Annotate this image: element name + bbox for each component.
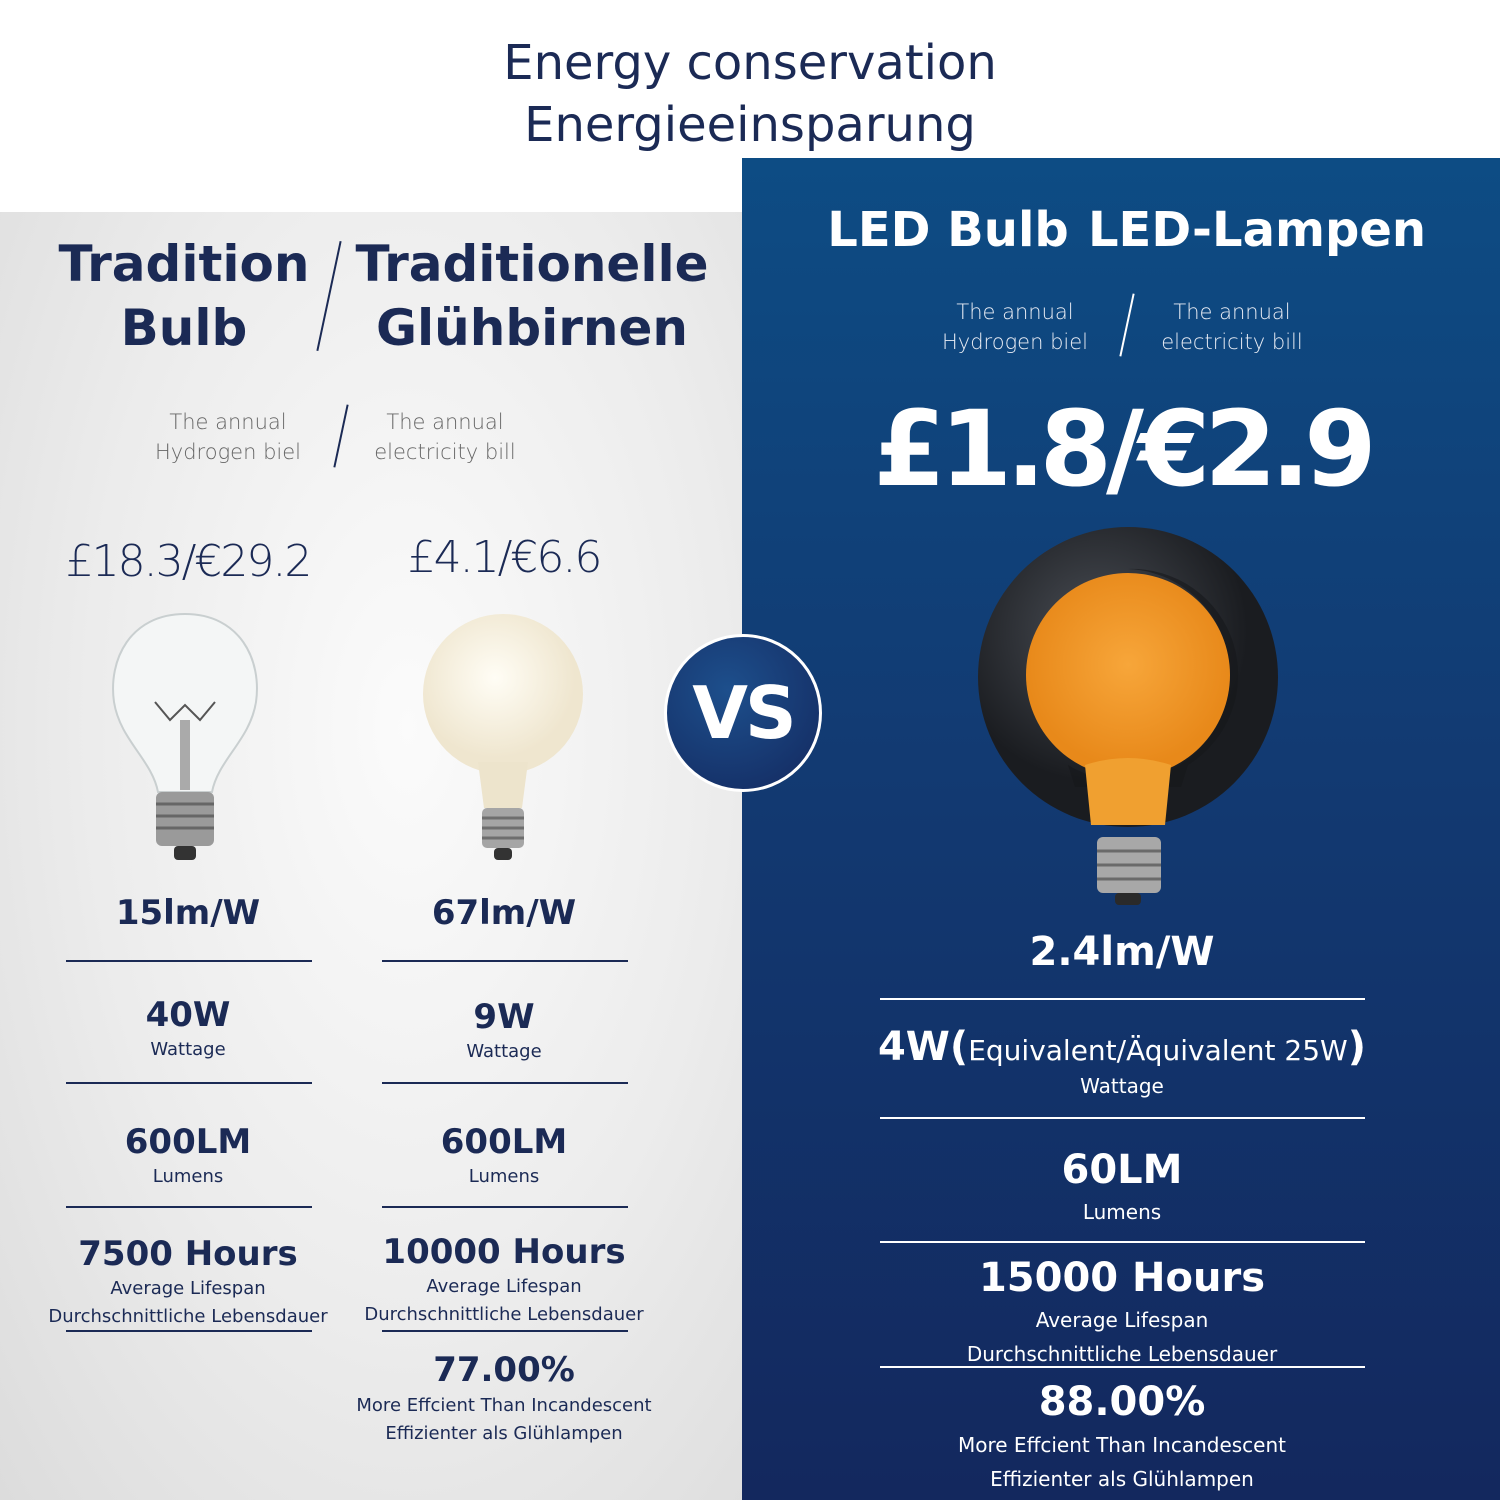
divider bbox=[382, 1082, 628, 1084]
divider bbox=[382, 960, 628, 962]
divider bbox=[880, 1366, 1365, 1368]
lumens-label: Lumens bbox=[152, 1166, 224, 1187]
incandescent-price: £18.3/€29.2 bbox=[65, 536, 313, 587]
divider bbox=[66, 1206, 312, 1208]
led-hours: 15000 Hours bbox=[978, 1255, 1266, 1301]
divider bbox=[382, 1330, 628, 1332]
led-lumens: 60LM bbox=[1061, 1147, 1183, 1193]
led-wattage: 4W(Equivalent/Äquivalent 25W) bbox=[878, 1024, 1366, 1070]
incandescent-hours: 7500 Hours bbox=[78, 1234, 298, 1274]
incandescent-bulb-image bbox=[112, 612, 258, 860]
led-efficacy: 2.4lm/W bbox=[1029, 929, 1215, 975]
efficiency-label-de: Effizienter als Glühlampen bbox=[990, 1467, 1254, 1491]
wattage-label: Wattage bbox=[466, 1041, 542, 1062]
globe-wattage: 9W bbox=[473, 997, 535, 1037]
divider bbox=[880, 1241, 1365, 1243]
led-price: £1.8/€2.9 bbox=[873, 388, 1376, 510]
header-title-en: Energy conservation bbox=[503, 35, 997, 91]
led-title-en: LED Bulb bbox=[827, 202, 1069, 258]
globe-lumens: 600LM bbox=[440, 1122, 568, 1162]
efficiency-label: More Effcient Than Incandescent bbox=[356, 1395, 652, 1416]
lifespan-label: Average Lifespan bbox=[426, 1276, 582, 1297]
led-wattage-equivalent: Equivalent/Äquivalent 25W bbox=[968, 1034, 1348, 1067]
lifespan-label-de: Durchschnittliche Lebensdauer bbox=[364, 1304, 644, 1325]
incandescent-lumens: 600LM bbox=[124, 1122, 252, 1162]
lumens-label: Lumens bbox=[1082, 1200, 1162, 1224]
lumens-label: Lumens bbox=[468, 1166, 540, 1187]
globe-hours: 10000 Hours bbox=[382, 1232, 626, 1272]
globe-bulb-image bbox=[423, 614, 583, 860]
incandescent-wattage: 40W bbox=[145, 995, 231, 1035]
led-wattage-value: 4W( bbox=[877, 1024, 969, 1070]
lifespan-label-de: Durchschnittliche Lebensdauer bbox=[48, 1306, 328, 1327]
bill-hydrogen-label: The annual Hydrogen biel bbox=[155, 410, 301, 464]
divider bbox=[880, 998, 1365, 1000]
lifespan-label: Average Lifespan bbox=[110, 1278, 266, 1299]
divider bbox=[66, 1082, 312, 1084]
led-wattage-close: ) bbox=[1347, 1024, 1367, 1070]
globe-efficacy: 67lm/W bbox=[431, 893, 577, 933]
led-globe-bulb-image bbox=[978, 527, 1278, 905]
halogen-price: £4.1/€6.6 bbox=[407, 532, 603, 583]
incandescent-efficacy: 15lm/W bbox=[115, 893, 261, 933]
wattage-label: Wattage bbox=[1080, 1074, 1164, 1098]
traditional-panel bbox=[0, 212, 742, 1500]
header-title-de: Energieeinsparung bbox=[524, 97, 976, 153]
efficiency-label-de: Effizienter als Glühlampen bbox=[385, 1423, 623, 1444]
led-title-de: LED-Lampen bbox=[1087, 202, 1427, 258]
divider bbox=[382, 1206, 628, 1208]
led-panel bbox=[742, 158, 1500, 1500]
divider bbox=[66, 1330, 312, 1332]
led-efficiency: 88.00% bbox=[1038, 1379, 1206, 1425]
globe-efficiency: 77.00% bbox=[433, 1350, 575, 1390]
divider bbox=[66, 960, 312, 962]
vs-badge: VS bbox=[664, 634, 822, 792]
lifespan-label-de: Durchschnittliche Lebensdauer bbox=[966, 1342, 1278, 1366]
bill-electricity-label: The annual electricity bill bbox=[1161, 300, 1303, 354]
bill-electricity-label: The annual electricity bill bbox=[374, 410, 516, 464]
wattage-label: Wattage bbox=[150, 1039, 226, 1060]
divider bbox=[880, 1117, 1365, 1119]
traditional-title-en: Tradition Bulb bbox=[58, 235, 310, 357]
traditional-title-de: Traditionelle Glühbirnen bbox=[355, 235, 709, 357]
lifespan-label: Average Lifespan bbox=[1035, 1308, 1209, 1332]
bill-hydrogen-label: The annual Hydrogen biel bbox=[942, 300, 1088, 354]
efficiency-label: More Effcient Than Incandescent bbox=[957, 1433, 1287, 1457]
